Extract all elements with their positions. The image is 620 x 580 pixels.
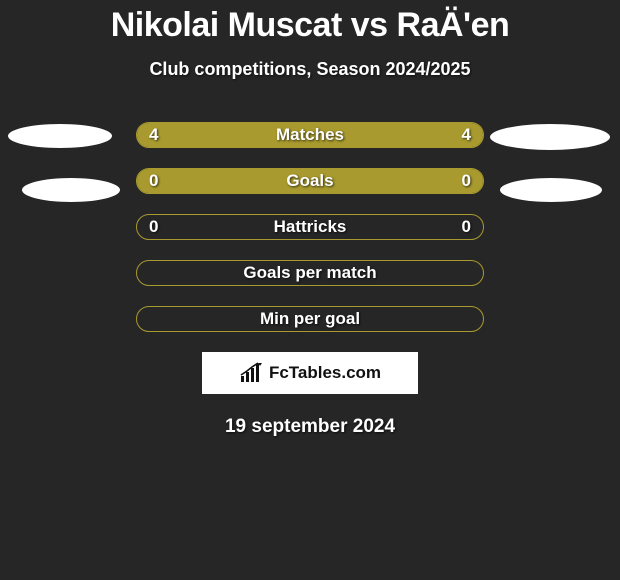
stat-row: Min per goal [136, 306, 484, 332]
stat-row: 0 0 Hattricks [136, 214, 484, 240]
subtitle: Club competitions, Season 2024/2025 [0, 59, 620, 80]
snapshot-date: 19 september 2024 [0, 416, 620, 438]
stat-value-right: 0 [462, 217, 471, 237]
decorative-ellipse [22, 178, 120, 202]
decorative-ellipse [8, 124, 112, 148]
player1-name: Nikolai Muscat [111, 6, 342, 44]
logo-box: FcTables.com [202, 352, 418, 394]
vs-text: vs [351, 6, 388, 44]
stat-label: Goals per match [243, 263, 376, 283]
stat-value-left: 0 [149, 217, 158, 237]
logo-text: FcTables.com [269, 363, 381, 383]
stat-label: Min per goal [260, 309, 360, 329]
stat-label: Matches [276, 125, 344, 145]
stat-value-left: 0 [149, 171, 158, 191]
stat-label: Goals [286, 171, 333, 191]
decorative-ellipse [490, 124, 610, 150]
stat-value-right: 0 [462, 171, 471, 191]
player2-name: RaÄ'en [397, 6, 510, 44]
stat-rows: 4 4 Matches 0 0 Goals 0 0 Hattricks Goals per mat… [0, 122, 620, 332]
stat-value-right: 4 [462, 125, 471, 145]
stat-value-left: 4 [149, 125, 158, 145]
decorative-ellipse [500, 178, 602, 202]
comparison-title: Nikolai Muscat vs RaÄ'en [0, 0, 620, 45]
stat-row: 4 4 Matches [136, 122, 484, 148]
stat-label: Hattricks [274, 217, 347, 237]
stat-row: 0 0 Goals [136, 168, 484, 194]
stat-row: Goals per match [136, 260, 484, 286]
logo-chart-icon [239, 362, 265, 384]
